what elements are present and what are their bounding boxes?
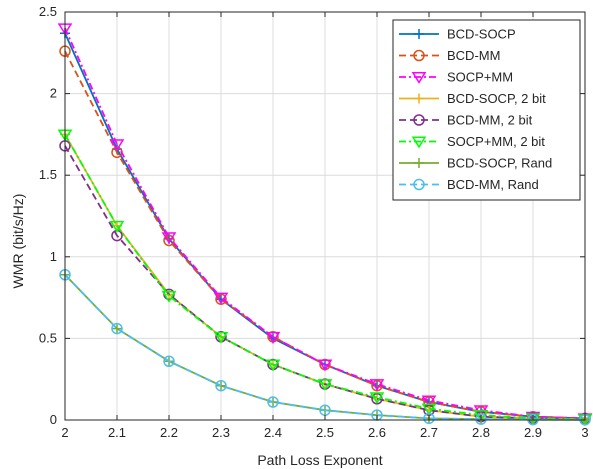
x-tick-label: 2.4 — [264, 425, 282, 440]
y-tick-label: 0 — [50, 412, 57, 427]
data-point — [213, 292, 229, 305]
x-tick-label: 2.9 — [524, 425, 542, 440]
data-point — [161, 232, 177, 245]
data-point — [423, 412, 435, 425]
legend-label: SOCP+MM — [447, 70, 513, 85]
x-tick-label: 2.3 — [212, 425, 230, 440]
x-tick-label: 2.5 — [316, 425, 334, 440]
legend-marker — [413, 114, 425, 126]
data-point — [265, 331, 281, 344]
x-tick-label: 2 — [61, 425, 68, 440]
data-point — [267, 396, 279, 408]
data-point — [112, 323, 122, 334]
data-point — [265, 359, 281, 372]
legend-label: BCD-SOCP, 2 bit — [447, 91, 546, 106]
data-point — [111, 322, 123, 335]
x-tick-label: 2.7 — [420, 425, 438, 440]
legend: BCD-SOCP BCD-MM SOCP+MM BCD-SOCP, 2 bit BCD-… — [392, 19, 581, 201]
x-tick-label: 3 — [581, 425, 588, 440]
legend-item: BCD-MM, 2 bit — [399, 113, 533, 128]
data-point — [317, 379, 333, 391]
data-point — [369, 392, 385, 404]
legend-item: BCD-SOCP, 2 bit — [399, 91, 546, 106]
legend-item: SOCP+MM — [399, 70, 513, 85]
data-point — [421, 395, 437, 408]
data-point — [163, 234, 175, 247]
legend-marker — [411, 136, 427, 149]
y-tick-label: 0.5 — [39, 330, 57, 345]
data-point — [369, 379, 385, 391]
legend-item: BCD-MM — [399, 48, 500, 63]
data-point — [161, 291, 177, 303]
legend-marker — [414, 158, 424, 168]
legend-label: BCD-SOCP — [447, 27, 516, 42]
y-axis-label: WMR (bit/s/Hz) — [10, 194, 26, 289]
legend-label: BCD-MM, 2 bit — [447, 113, 533, 128]
data-point — [317, 359, 333, 372]
y-tick-label: 2 — [50, 86, 57, 101]
legend-label: BCD-SOCP, Rand — [447, 156, 552, 171]
series-line — [64, 145, 586, 421]
legend-marker — [411, 72, 427, 84]
series-line — [64, 27, 586, 420]
legend-marker — [413, 49, 425, 62]
legend-item: SOCP+MM, 2 bit — [399, 134, 545, 149]
tick-group: 2 2.1 2.2 2.3 2.4 2.5 2.6 2.7 2.8 2.9 3 0 0.5 1 1.5 2 2.… — [39, 4, 589, 440]
data-point — [163, 355, 175, 367]
legend-marker — [414, 93, 424, 104]
legend-marker — [414, 29, 424, 39]
legend-item: BCD-SOCP — [399, 27, 516, 42]
x-axis-label: Path Loss Exponent — [257, 452, 382, 468]
x-tick-label: 2.2 — [160, 425, 178, 440]
legend-item: BCD-MM, Rand — [399, 177, 539, 192]
data-point — [109, 220, 125, 233]
y-tick-label: 2.5 — [39, 4, 57, 19]
legend-label: SOCP+MM, 2 bit — [447, 134, 545, 149]
series-line — [64, 274, 586, 421]
legend-item: BCD-SOCP, Rand — [399, 156, 552, 171]
data-point — [109, 139, 125, 152]
data-point — [421, 403, 437, 416]
legend-label: BCD-MM, Rand — [447, 177, 539, 192]
legend-marker — [413, 178, 425, 191]
data-point — [475, 413, 487, 425]
y-tick-label: 1 — [50, 249, 57, 264]
x-tick-label: 2.1 — [108, 425, 126, 440]
data-point — [213, 331, 229, 344]
x-tick-label: 2.8 — [472, 425, 490, 440]
x-tick-label: 2.6 — [368, 425, 386, 440]
legend-label: BCD-MM — [447, 48, 500, 63]
data-point — [215, 379, 227, 392]
y-tick-label: 1.5 — [39, 167, 57, 182]
legend-box — [392, 19, 581, 201]
series-line — [64, 50, 586, 420]
